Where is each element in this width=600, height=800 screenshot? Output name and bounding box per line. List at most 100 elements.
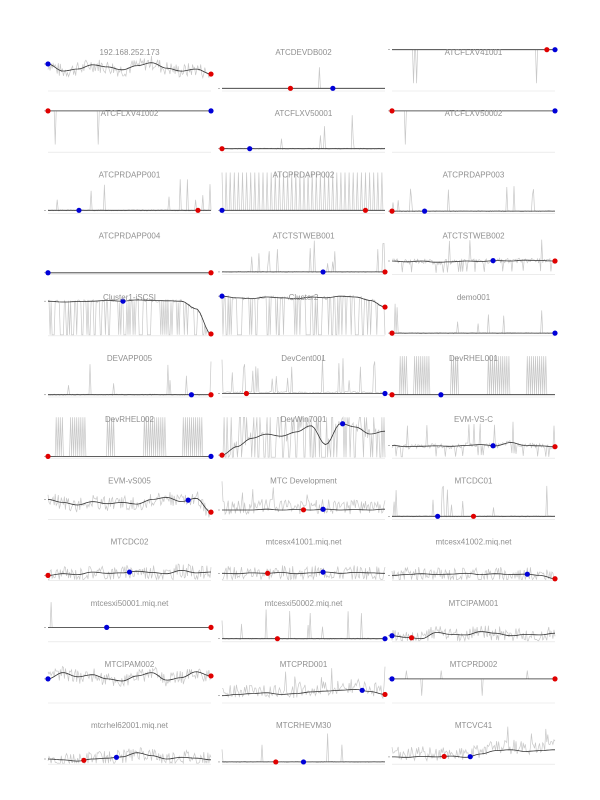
raw-series [221, 565, 386, 581]
panel-title: ATCTSTWEB002 [442, 232, 505, 241]
min-marker [389, 392, 395, 398]
panel-title: EVM-VS-C [454, 415, 493, 424]
raw-series [47, 55, 212, 80]
min-marker [382, 269, 388, 275]
panel-mtcrhel62001-miq-net: mtcrhel62001.miq.net [44, 721, 212, 765]
min-marker [362, 207, 369, 213]
panel-atctstweb002: ATCTSTWEB002 [388, 232, 558, 275]
smooth-series [221, 295, 386, 308]
panel-atcflxv50001: ATCFLXV50001 [218, 109, 386, 153]
max-marker [219, 207, 225, 213]
panel-title: ATCFLXV41001 [445, 48, 503, 57]
panel-title: ATCFLXV50002 [445, 109, 503, 118]
panel-title: mtcesxi50001.miq.net [91, 599, 170, 608]
min-marker [382, 304, 388, 310]
panel-title: ATCPRDAPP001 [99, 170, 161, 179]
max-marker [389, 633, 395, 639]
smooth-series [391, 631, 556, 640]
max-marker [422, 208, 428, 214]
min-marker [274, 636, 281, 642]
panel-title: ATCPRDAPP003 [443, 170, 505, 179]
panel-title: ATCPRDAPP002 [273, 170, 335, 179]
min-marker [552, 258, 558, 264]
panel-mtcipam002: MTCIPAM002 [44, 660, 214, 704]
smooth-series [222, 571, 385, 575]
panel-atcprdapp003: ATCPRDAPP003 [388, 170, 556, 214]
min-marker [45, 453, 51, 459]
panel-title: mtcrhel62001.miq.net [91, 721, 169, 730]
panel-cluster2: Cluster2 [218, 293, 388, 337]
smooth-series [391, 259, 555, 263]
panel-mtcvc41: MTCVC41 [388, 721, 556, 765]
panel-title: MTCPRD001 [280, 660, 328, 669]
max-marker [188, 392, 195, 398]
smooth-series [221, 688, 386, 697]
max-marker [45, 676, 51, 682]
min-marker [389, 108, 395, 114]
panel-title: MTCDC01 [455, 476, 493, 485]
min-marker [382, 691, 388, 698]
panel-title: MTCIPAM002 [105, 660, 155, 669]
panel-devrhel002: DevRHEL002 [44, 415, 214, 459]
raw-series [392, 670, 555, 696]
min-marker [208, 392, 214, 398]
raw-series [47, 298, 212, 336]
max-marker [300, 759, 307, 765]
panel-title: mtcesxi50002.miq.net [265, 599, 344, 608]
min-marker [552, 444, 558, 450]
panel-title: MTCPRD002 [450, 660, 498, 669]
raw-series [391, 566, 555, 581]
min-marker [208, 71, 214, 77]
panel-title: MTCRHEVM30 [276, 721, 332, 730]
raw-series [391, 421, 556, 458]
max-marker [185, 497, 191, 503]
panel-mtcesx41002-miq-net: mtcesx41002.miq.net [388, 538, 558, 582]
min-marker [45, 572, 51, 579]
smooth-series [392, 749, 555, 758]
panel-title: Cluster1-iSCSI [103, 293, 156, 302]
raw-series [391, 186, 556, 213]
max-marker [45, 270, 51, 276]
min-marker [300, 507, 307, 513]
min-marker [195, 207, 201, 213]
max-marker [382, 390, 388, 397]
panel-title: 192.168.252.173 [99, 48, 160, 57]
min-marker [470, 513, 477, 519]
panel-mtcesxi50001-miq-net: mtcesxi50001.miq.net [44, 599, 214, 643]
panel-title: Cluster2 [289, 293, 319, 302]
min-marker [208, 331, 214, 337]
panel-title: ATCFLXV50001 [275, 109, 333, 118]
min-marker [287, 85, 294, 91]
min-marker [219, 452, 225, 458]
raw-series [221, 294, 386, 336]
min-marker [273, 759, 279, 765]
max-marker [490, 443, 496, 449]
panel-title: DEVAPP005 [107, 354, 153, 363]
panel-title: mtcesx41002.miq.net [435, 538, 512, 547]
smooth-series [47, 62, 212, 75]
max-marker [467, 754, 473, 760]
min-marker [208, 270, 214, 276]
smooth-series [47, 299, 212, 335]
raw-series [221, 115, 386, 150]
panel-title: DevRHEL001 [449, 354, 498, 363]
max-marker [126, 569, 133, 575]
panel-mtcprd002: MTCPRD002 [388, 660, 558, 704]
panel-evm-vs005: EVM-vS005 [44, 476, 214, 520]
smooth-series [47, 752, 212, 762]
panel-cluster1-iscsi: Cluster1-iSCSI [44, 293, 214, 337]
panel-title: EVM-vS005 [108, 476, 151, 485]
max-marker [104, 624, 110, 630]
panel-title: MTCIPAM001 [449, 599, 499, 608]
min-marker [389, 330, 395, 336]
max-marker [247, 146, 253, 152]
panel-mtcrhevm30: MTCRHEVM30 [218, 721, 386, 765]
raw-series [221, 357, 386, 395]
panel-devcent001: DevCent001 [218, 354, 388, 398]
panel-title: ATCTSTWEB001 [272, 232, 335, 241]
raw-series [222, 666, 386, 700]
max-marker [320, 269, 326, 275]
raw-series [391, 303, 555, 335]
panel-title: ATCFLXV41002 [101, 109, 159, 118]
